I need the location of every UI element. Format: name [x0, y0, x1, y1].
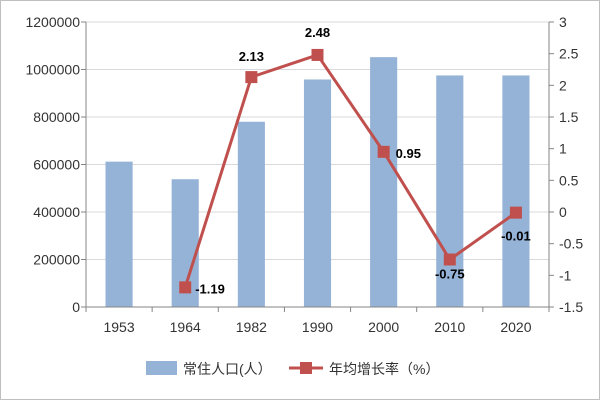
bar [436, 75, 464, 307]
y-left-tick-label: 400000 [33, 204, 80, 220]
y-left-tick-label: 0 [72, 299, 80, 315]
y-right-tick-label: 0 [559, 204, 567, 220]
y-right-tick-label: 2 [559, 77, 567, 93]
bar [303, 79, 332, 307]
bar [370, 57, 398, 308]
data-label: -0.75 [435, 267, 465, 282]
bar [105, 161, 133, 307]
tick-labels: 0 200000 400000 600000 800000 1000000 1200000 -… [25, 14, 583, 335]
y-right-tick-label: 1 [559, 141, 567, 157]
y-left-tick-label: 600000 [33, 157, 80, 173]
y-right-tick-label: 3 [559, 14, 567, 30]
y-right-tick-label: -0.5 [559, 236, 583, 252]
y-left-tick-label: 1000000 [25, 62, 80, 78]
data-labels: -1.19 2.13 2.48 0.95 -0.75 -0.01 [195, 25, 531, 296]
axes [81, 21, 554, 312]
y-right-tick-label: 0.5 [559, 172, 579, 188]
x-tick-label: 2010 [434, 319, 465, 335]
line-point [311, 48, 324, 61]
line-point [443, 253, 456, 266]
y-right-tick-label: 2.5 [559, 46, 579, 62]
legend-label-population: 常住人口(人） [183, 361, 272, 377]
legend: 常住人口(人） 年均增长率（%） [146, 361, 439, 377]
data-label: 0.95 [396, 146, 421, 161]
line-point [245, 71, 258, 84]
line-point [509, 206, 522, 219]
x-tick-label: 1982 [236, 319, 267, 335]
line-point [377, 145, 390, 158]
data-label: -0.01 [501, 229, 531, 244]
bar-series [105, 57, 530, 308]
growth-rate-line [183, 53, 517, 288]
data-label: 2.48 [305, 25, 330, 40]
y-left-tick-label: 200000 [33, 252, 80, 268]
y-right-tick-label: 1.5 [559, 109, 579, 125]
bar [502, 75, 530, 307]
line-series [179, 48, 522, 294]
legend-marker-growth [300, 362, 312, 374]
x-tick-label: 1964 [170, 319, 201, 335]
x-tick-label: 2020 [500, 319, 531, 335]
bar [237, 121, 265, 307]
y-right-tick-label: -1 [559, 267, 572, 283]
y-left-tick-label: 1200000 [25, 14, 80, 30]
legend-swatch-population [146, 361, 177, 375]
x-tick-label: 2000 [368, 319, 399, 335]
legend-label-growth: 年均增长率（%） [329, 361, 439, 377]
data-label: -1.19 [195, 281, 225, 296]
x-tick-label: 1990 [302, 319, 333, 335]
data-label: 2.13 [239, 49, 264, 64]
y-right-tick-label: -1.5 [559, 299, 583, 315]
y-left-tick-label: 800000 [33, 109, 80, 125]
x-tick-label: 1953 [103, 319, 134, 335]
line-point [179, 281, 192, 294]
